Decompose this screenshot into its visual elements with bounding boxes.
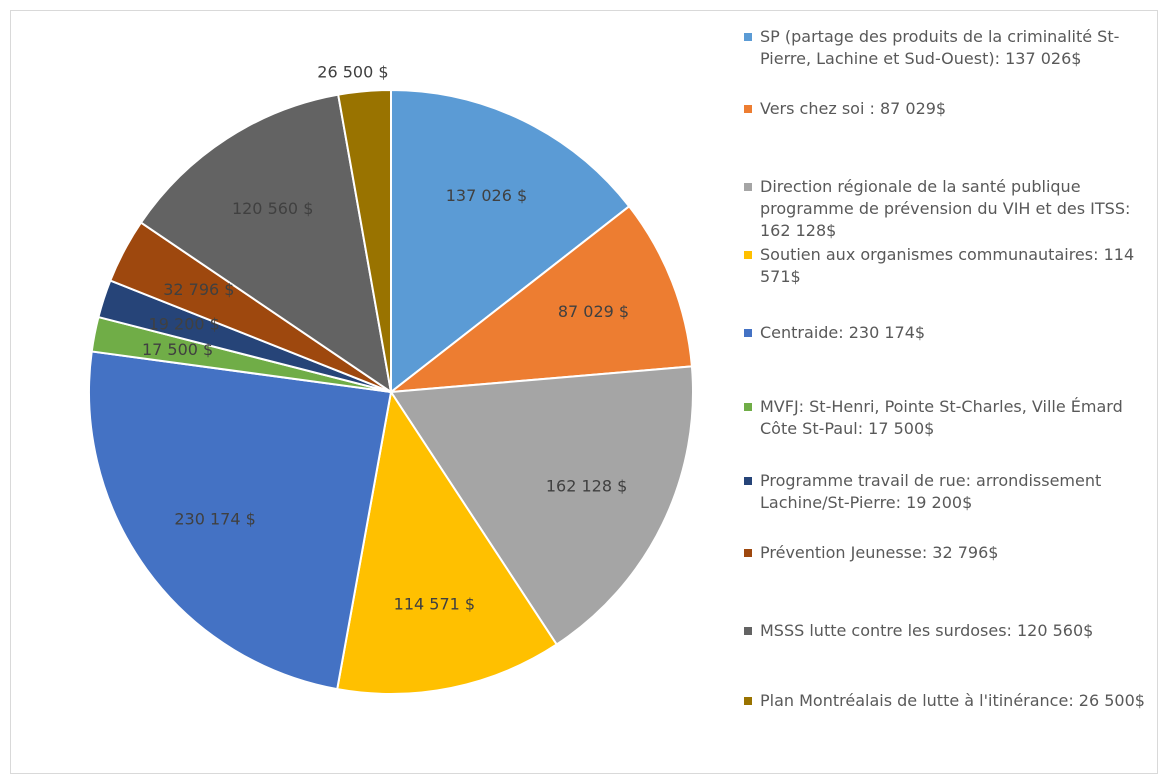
legend-label: Soutien aux organismes communautaires: 1… [760,245,1135,286]
data-label: 114 571 $ [394,595,475,614]
legend-item: Prévention Jeunesse: 32 796$ [742,542,1152,564]
legend-label: SP (partage des produits de la criminali… [760,27,1120,68]
data-label: 137 026 $ [446,186,527,205]
legend-label: Vers chez soi : 87 029$ [760,99,947,118]
legend-swatch [744,329,752,337]
data-label: 26 500 $ [317,63,388,82]
data-label: 230 174 $ [174,509,255,528]
data-label: 32 796 $ [163,280,234,299]
legend-item: SP (partage des produits de la criminali… [742,26,1152,70]
legend-label: Direction régionale de la santé publique… [760,177,1131,240]
legend-item: Programme travail de rue: arrondissement… [742,470,1152,514]
legend-item: Centraide: 230 174$ [742,322,1152,344]
pie-slice [387,204,693,394]
legend-item: Direction régionale de la santé publique… [742,176,1152,242]
pie-slice [88,350,393,691]
legend-label: Centraide: 230 174$ [760,323,926,342]
legend-swatch [744,627,752,635]
data-label: 162 128 $ [546,477,627,496]
pie-slice [336,389,559,695]
legend-swatch [744,549,752,557]
legend-swatch [744,403,752,411]
pie-slice [389,365,694,646]
data-label: 120 560 $ [232,199,313,218]
legend-item: MVFJ: St-Henri, Pointe St-Charles, Ville… [742,396,1152,440]
legend-swatch [744,477,752,485]
legend-swatch [744,183,752,191]
legend-swatch [744,33,752,41]
legend-item: Vers chez soi : 87 029$ [742,98,1152,120]
legend-label: MVFJ: St-Henri, Pointe St-Charles, Ville… [760,397,1123,438]
legend-swatch [744,697,752,705]
data-label: 17 500 $ [142,340,213,359]
legend-label: Prévention Jeunesse: 32 796$ [760,543,999,562]
legend-swatch [744,251,752,259]
legend-item: Plan Montréalais de lutte à l'itinérance… [742,690,1152,712]
chart-frame [10,10,1158,774]
pie-slice [337,88,392,393]
pie-slice [390,88,631,395]
data-label: 19 200 $ [149,314,220,333]
pie-slice [139,93,393,395]
legend-item: Soutien aux organismes communautaires: 1… [742,244,1152,288]
legend-item: MSSS lutte contre les surdoses: 120 560$ [742,620,1152,642]
legend-label: Plan Montréalais de lutte à l'itinérance… [760,691,1145,710]
legend-label: MSSS lutte contre les surdoses: 120 560$ [760,621,1094,640]
data-label: 87 029 $ [558,302,629,321]
legend-swatch [744,105,752,113]
legend-label: Programme travail de rue: arrondissement… [760,471,1102,512]
